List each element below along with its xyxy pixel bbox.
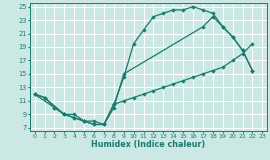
X-axis label: Humidex (Indice chaleur): Humidex (Indice chaleur)	[91, 140, 206, 149]
